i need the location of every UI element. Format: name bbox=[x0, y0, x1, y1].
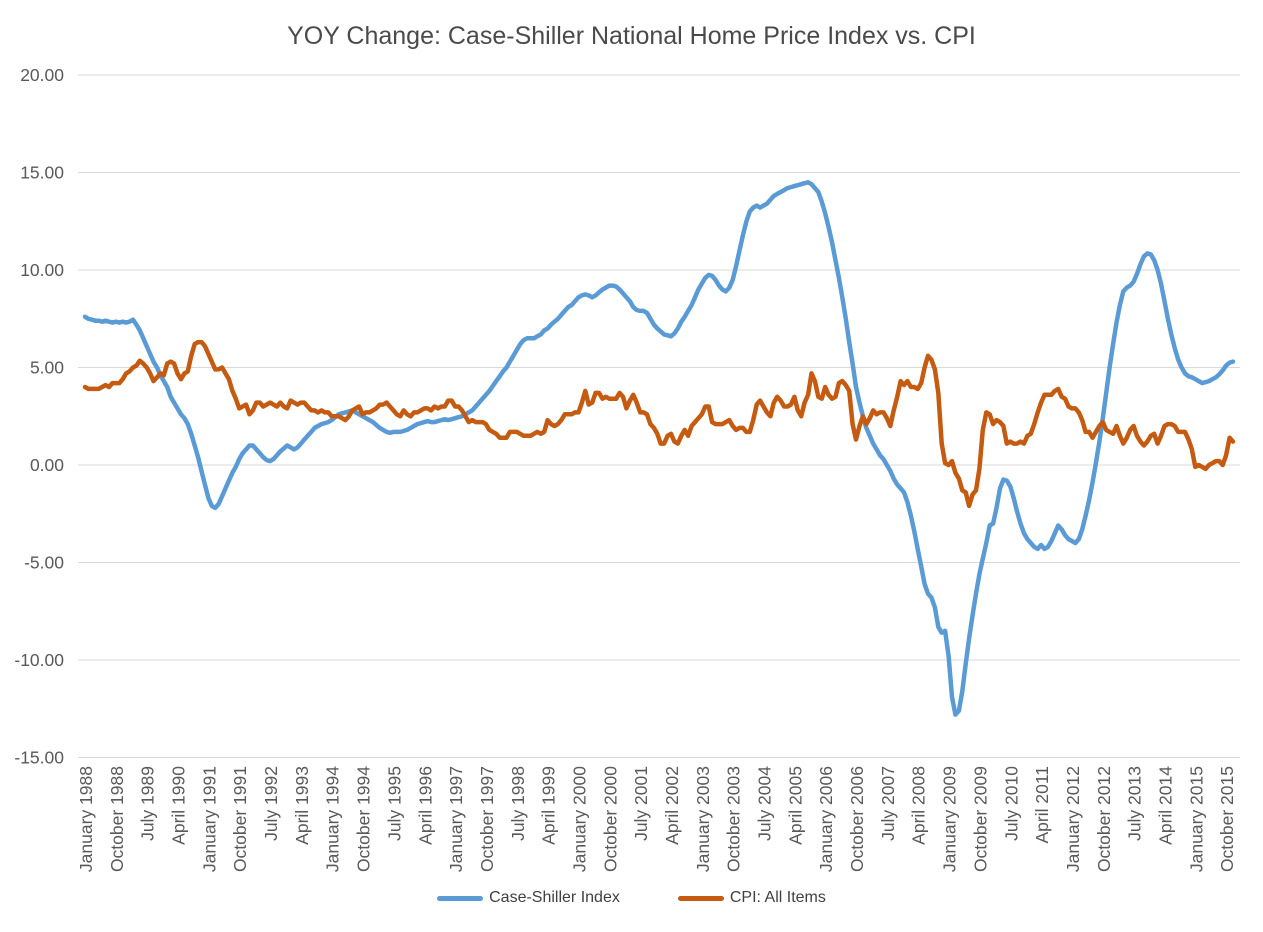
x-axis-label: January 2012 bbox=[1063, 766, 1083, 872]
series-line-case-shiller bbox=[82, 180, 1236, 717]
x-axis-label: October 1988 bbox=[107, 766, 127, 872]
y-axis-label: -15.00 bbox=[14, 748, 64, 768]
y-axis-label: -5.00 bbox=[24, 553, 64, 573]
y-axis-label: 15.00 bbox=[20, 163, 64, 183]
legend-marker-cpi bbox=[677, 895, 724, 901]
x-axis-label: October 2015 bbox=[1217, 766, 1237, 872]
legend-item-cpi: CPI: All Items bbox=[677, 889, 826, 907]
legend-marker-case-shiller bbox=[437, 895, 484, 901]
x-axis-label: January 1997 bbox=[446, 766, 466, 872]
x-axis-label: January 2009 bbox=[940, 766, 960, 872]
x-axis-label: October 1997 bbox=[477, 766, 497, 872]
x-axis-label: July 1995 bbox=[384, 766, 404, 841]
x-axis-label: January 1994 bbox=[323, 766, 343, 872]
chart-title: YOY Change: Case-Shiller National Home P… bbox=[287, 22, 976, 50]
x-axis-label: January 2000 bbox=[569, 766, 589, 872]
x-axis-label: October 2012 bbox=[1094, 766, 1114, 872]
x-axis-label: July 2001 bbox=[631, 766, 651, 841]
plot-area: 20.00 15.00 10.00 5.00 0.00 -5.00 -10.00 -15.00… bbox=[14, 65, 1240, 872]
x-axis-label: April 2002 bbox=[662, 766, 682, 845]
legend: Case-Shiller Index CPI: All Items bbox=[0, 889, 1263, 907]
x-axis-label: October 2006 bbox=[847, 766, 867, 872]
y-axis-label: 20.00 bbox=[20, 65, 64, 85]
legend-label-cpi: CPI: All Items bbox=[729, 889, 826, 906]
x-axis-label: October 1991 bbox=[230, 766, 250, 872]
x-axis-label: July 1992 bbox=[261, 766, 281, 841]
x-axis-label: April 2008 bbox=[909, 766, 929, 845]
x-axis-label: July 2004 bbox=[755, 766, 775, 841]
y-axis-label: -10.00 bbox=[14, 650, 64, 670]
x-axis-label: April 1993 bbox=[292, 766, 312, 845]
x-axis-label: January 2003 bbox=[693, 766, 713, 872]
x-axis-label: April 2014 bbox=[1155, 766, 1175, 845]
x-axis-label: April 1990 bbox=[169, 766, 189, 845]
x-axis-label: July 1998 bbox=[508, 766, 528, 841]
x-axis-label: October 2009 bbox=[970, 766, 990, 872]
legend-item-case-shiller: Case-Shiller Index bbox=[437, 889, 620, 907]
x-axis-label: January 1991 bbox=[199, 766, 219, 872]
x-axis-label: July 2007 bbox=[878, 766, 898, 841]
x-axis-label: July 2010 bbox=[1001, 766, 1021, 841]
x-axis-label: October 2003 bbox=[724, 766, 744, 872]
x-axis-label: October 2000 bbox=[600, 766, 620, 872]
y-axis-label: 0.00 bbox=[30, 455, 64, 475]
x-axis-label: January 1988 bbox=[76, 766, 96, 872]
y-axis-label: 5.00 bbox=[30, 358, 64, 378]
x-axis-label: April 2011 bbox=[1032, 766, 1052, 844]
x-axis-label: April 2005 bbox=[785, 766, 805, 845]
legend-label-case-shiller: Case-Shiller Index bbox=[489, 889, 620, 906]
x-axis-label: January 2006 bbox=[816, 766, 836, 872]
x-axis-label: October 1994 bbox=[354, 766, 374, 872]
series-line-cpi bbox=[82, 339, 1236, 509]
x-axis-label: April 1999 bbox=[539, 766, 559, 845]
x-axis-label: January 2015 bbox=[1186, 766, 1206, 872]
x-axis-label: July 1989 bbox=[138, 766, 158, 841]
y-axis-label: 10.00 bbox=[20, 260, 64, 280]
x-axis-label: April 1996 bbox=[415, 766, 435, 845]
x-axis-label: July 2013 bbox=[1125, 766, 1145, 841]
